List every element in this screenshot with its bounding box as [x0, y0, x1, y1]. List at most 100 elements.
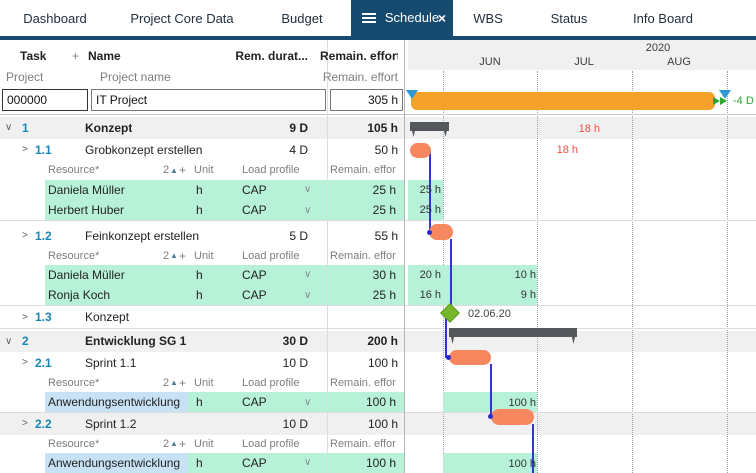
- summary-bar-hook: [442, 122, 449, 137]
- expand-icon[interactable]: >: [22, 357, 28, 368]
- overload-label: 18 h: [578, 123, 600, 135]
- add-resource-button[interactable]: +: [179, 249, 187, 263]
- expand-icon[interactable]: >: [22, 312, 28, 323]
- tab-schedule-active[interactable]: Schedule ×: [351, 0, 453, 36]
- subheader-project: Project: [6, 70, 44, 84]
- sort-asc-icon[interactable]: ▲: [170, 166, 178, 175]
- summary-bar-hook: [449, 328, 456, 344]
- period-effort: 25 h: [419, 204, 441, 216]
- expand-icon[interactable]: >: [22, 418, 28, 429]
- task-bar-1-1[interactable]: [410, 143, 431, 158]
- sort-asc-icon[interactable]: ▲: [170, 439, 178, 448]
- unit-col-header[interactable]: Unit: [194, 438, 214, 450]
- add-resource-button[interactable]: +: [179, 437, 187, 451]
- resource-col-header[interactable]: Resource*: [48, 438, 100, 450]
- unit-col-header[interactable]: Unit: [194, 377, 214, 389]
- menu-icon[interactable]: [362, 13, 376, 15]
- timeline-month-jun: JUN: [479, 56, 501, 68]
- load-profile-value[interactable]: CAP: [242, 183, 267, 197]
- summary-bar-hook: [410, 122, 417, 137]
- row-bg-task-2-2: [0, 413, 756, 435]
- unit-col-header[interactable]: Unit: [194, 250, 214, 262]
- load-profile-value[interactable]: CAP: [242, 456, 267, 470]
- close-icon[interactable]: ×: [437, 10, 447, 26]
- resource-unit: h: [196, 268, 203, 282]
- col-header-rem-duration[interactable]: Rem. durat...: [235, 49, 308, 63]
- sort-priority[interactable]: 2: [163, 377, 170, 389]
- task-bar-2-2[interactable]: [491, 409, 534, 425]
- add-resource-button[interactable]: +: [179, 376, 187, 390]
- rem-effort-col-header[interactable]: Remain. effort: [330, 250, 396, 262]
- add-resource-button[interactable]: +: [179, 163, 187, 177]
- sort-priority[interactable]: 2: [163, 250, 170, 262]
- tab-label: Project Core Data: [130, 10, 234, 26]
- load-profile-value[interactable]: CAP: [242, 203, 267, 217]
- resource-col-header[interactable]: Resource*: [48, 377, 100, 389]
- load-profile-col-header[interactable]: Load profile: [242, 377, 300, 389]
- dropdown-icon[interactable]: ∨: [304, 397, 312, 408]
- sort-asc-icon[interactable]: ▲: [170, 378, 178, 387]
- gantt-effort-cell: [408, 180, 443, 200]
- expand-icon[interactable]: >: [22, 230, 28, 241]
- task-name: Konzept: [85, 121, 133, 135]
- project-gantt-bar[interactable]: [411, 92, 715, 110]
- dependency-dot: [427, 230, 432, 235]
- resource-name: Daniela Müller: [48, 268, 125, 282]
- summary-bar-2[interactable]: [449, 328, 577, 337]
- project-effort-input[interactable]: [330, 89, 403, 111]
- load-profile-col-header[interactable]: Load profile: [242, 438, 300, 450]
- sort-asc-icon[interactable]: ▲: [170, 251, 178, 260]
- tab-project-core-data[interactable]: Project Core Data: [117, 0, 247, 36]
- task-duration: 30 D: [282, 334, 308, 348]
- project-start-marker-icon[interactable]: [406, 90, 418, 99]
- col-header-rem-effort[interactable]: Remain. effort: [320, 49, 398, 63]
- sort-priority[interactable]: 2: [163, 164, 170, 176]
- tab-budget[interactable]: Budget: [272, 0, 332, 36]
- load-profile-value[interactable]: CAP: [242, 268, 267, 282]
- load-profile-value[interactable]: CAP: [242, 395, 267, 409]
- tab-info-board[interactable]: Info Board: [623, 0, 703, 36]
- dropdown-icon[interactable]: ∨: [304, 205, 312, 216]
- unit-col-header[interactable]: Unit: [194, 164, 214, 176]
- resource-effort: 25 h: [372, 288, 396, 302]
- resource-effort: 100 h: [365, 456, 396, 470]
- dependency-line: [490, 364, 492, 417]
- task-bar-2-1[interactable]: [449, 350, 491, 365]
- dropdown-icon[interactable]: ∨: [304, 184, 312, 195]
- task-bar-1-2[interactable]: [429, 224, 453, 240]
- add-column-button[interactable]: +: [72, 49, 80, 63]
- resource-row-bg: [45, 200, 404, 221]
- resource-col-header[interactable]: Resource*: [48, 250, 100, 262]
- expand-icon[interactable]: >: [22, 144, 28, 155]
- col-header-name[interactable]: Name: [88, 49, 121, 63]
- tab-status[interactable]: Status: [541, 0, 597, 36]
- tab-dashboard[interactable]: Dashboard: [15, 0, 95, 36]
- tab-wbs[interactable]: WBS: [463, 0, 513, 36]
- load-profile-value[interactable]: CAP: [242, 288, 267, 302]
- collapse-icon[interactable]: ∨: [5, 122, 13, 133]
- project-name-input[interactable]: [91, 89, 326, 111]
- tab-label: Schedule: [384, 10, 440, 25]
- table-gantt-divider[interactable]: [404, 40, 405, 473]
- project-id-input[interactable]: [2, 89, 88, 111]
- rem-effort-col-header[interactable]: Remain. effort: [330, 377, 396, 389]
- rem-effort-col-header[interactable]: Remain. effort: [330, 438, 396, 450]
- task-name: Feinkonzept erstellen: [85, 229, 200, 243]
- dropdown-icon[interactable]: ∨: [304, 457, 312, 468]
- load-profile-col-header[interactable]: Load profile: [242, 164, 300, 176]
- collapse-icon[interactable]: ∨: [5, 336, 13, 347]
- summary-bar-1[interactable]: [410, 122, 449, 131]
- rem-effort-col-header[interactable]: Remain. effort: [330, 164, 396, 176]
- col-header-task[interactable]: Task: [20, 49, 47, 63]
- resource-name-cell-bg: [45, 453, 188, 473]
- gantt-effort-cell: [408, 200, 443, 221]
- resource-col-header[interactable]: Resource*: [48, 164, 100, 176]
- dropdown-icon[interactable]: ∨: [304, 290, 312, 301]
- period-effort: 9 h: [520, 289, 536, 301]
- task-wbs: 1.2: [35, 229, 52, 243]
- project-end-marker-icon[interactable]: [719, 90, 731, 99]
- load-profile-col-header[interactable]: Load profile: [242, 250, 300, 262]
- dropdown-icon[interactable]: ∨: [304, 269, 312, 280]
- dependency-dot: [446, 355, 451, 360]
- sort-priority[interactable]: 2: [163, 438, 170, 450]
